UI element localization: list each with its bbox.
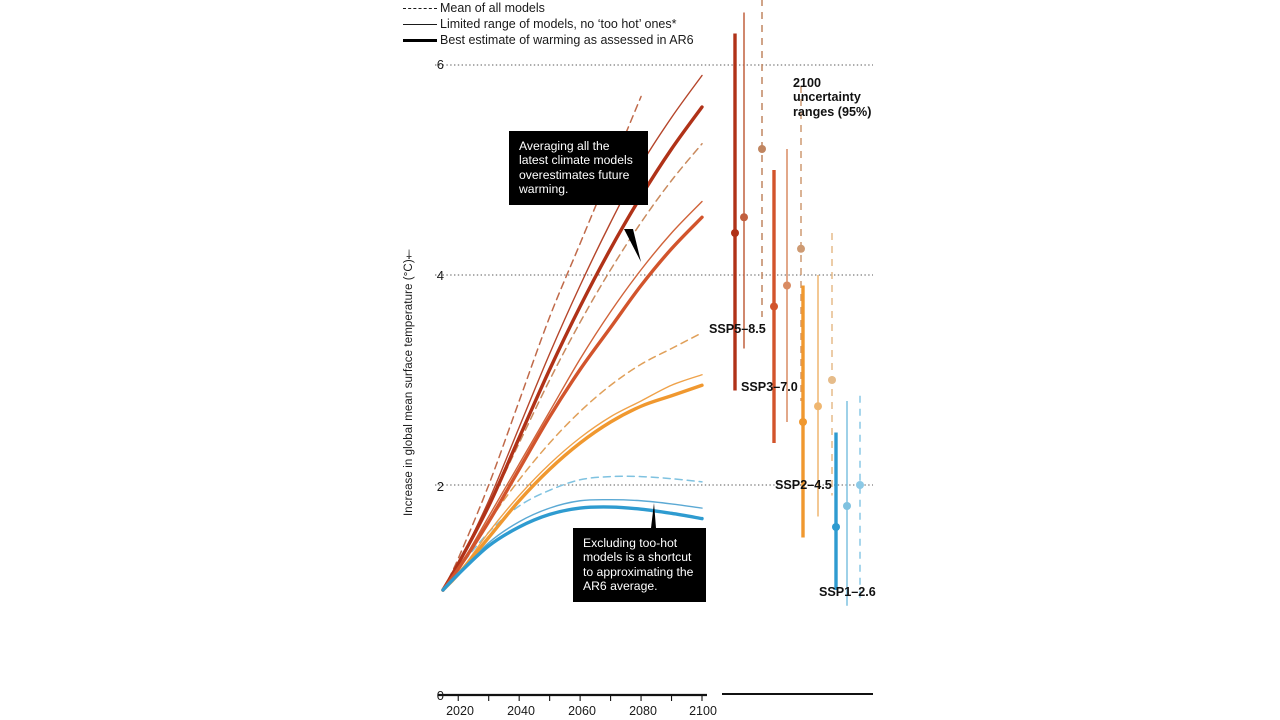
legend-item-limited: Limited range of models, no ‘too hot’ on…: [400, 16, 720, 32]
uncertainty-title-line-2: uncertainty: [793, 90, 861, 105]
uncertainty-title-line-1: 2100: [793, 76, 822, 90]
range-bar-ssp2-4-5-thick-best-estimate-dot: [799, 418, 807, 426]
y-tick-0: 0: [436, 688, 444, 703]
range-bar-ssp1-2-6-thin-best-estimate-dot: [843, 502, 851, 510]
curve-ssp3-7-0-mean-of-all-models: [442, 143, 703, 591]
legend-label-best-estimate: Best estimate of warming as assessed in …: [440, 33, 694, 47]
range-bar-ssp5-8-5-thin-best-estimate-dot: [740, 213, 748, 222]
scenario-label-ssp1-26: SSP1–2.6: [819, 585, 876, 599]
dashed-line-key-icon: [400, 7, 440, 9]
scenario-label-ssp2-45: SSP2–4.5: [775, 478, 832, 492]
thick-line-key-icon: [400, 38, 440, 42]
range-bar-ssp5-8-5-thick-best-estimate-dot: [731, 229, 739, 237]
x-tick-2020: 2020: [446, 704, 474, 718]
panel-baseline-rule: [722, 693, 873, 695]
uncertainty-title-line-3: ranges (95%): [793, 104, 872, 119]
x-tick-2100: 2100: [689, 704, 717, 718]
range-bar-ssp1-2-6-thick-best-estimate-dot: [832, 523, 840, 531]
scenario-label-ssp5-85: SSP5–8.5: [709, 322, 766, 336]
legend-label-limited: Limited range of models, no ‘too hot’ on…: [440, 17, 677, 31]
y-tick-4: 4: [436, 268, 444, 283]
y-tick-2: 2: [436, 479, 444, 494]
range-bar-ssp5-8-5-dashed-best-estimate-dot: [758, 145, 766, 153]
range-bar-ssp3-7-0-dashed-best-estimate-dot: [797, 244, 805, 253]
callout-shortcut: Excluding too-hot models is a shortcut t…: [573, 528, 706, 603]
y-tick-6: 6: [436, 57, 444, 72]
range-bar-ssp1-2-6-dashed-best-estimate-dot: [856, 481, 864, 489]
x-tick-2040: 2040: [507, 704, 535, 718]
legend-item-mean: Mean of all models: [400, 0, 720, 16]
range-bar-ssp3-7-0-thick-best-estimate-dot: [770, 302, 778, 311]
uncertainty-panel-title: 2100 uncertainty ranges (95%): [793, 76, 903, 119]
x-tick-2080: 2080: [629, 704, 657, 718]
legend: Mean of all models Limited range of mode…: [400, 0, 720, 48]
scenario-label-ssp3-70: SSP3–7.0: [741, 380, 798, 394]
range-bar-ssp3-7-0-thin-best-estimate-dot: [783, 281, 791, 290]
thin-line-key-icon: [400, 23, 440, 25]
y-axis-label: Increase in global mean surface temperat…: [403, 247, 415, 516]
gridlines: [435, 64, 873, 486]
callout-overestimate: Averaging all the latest climate models …: [509, 131, 648, 206]
x-axis: [438, 693, 707, 701]
range-bar-ssp2-4-5-thin-best-estimate-dot: [814, 402, 822, 411]
legend-item-best-estimate: Best estimate of warming as assessed in …: [400, 32, 720, 48]
range-bar-ssp2-4-5-dashed-best-estimate-dot: [828, 376, 836, 384]
callout-pointers: [624, 229, 656, 528]
legend-label-mean: Mean of all models: [440, 1, 545, 15]
x-tick-2060: 2060: [568, 704, 596, 718]
